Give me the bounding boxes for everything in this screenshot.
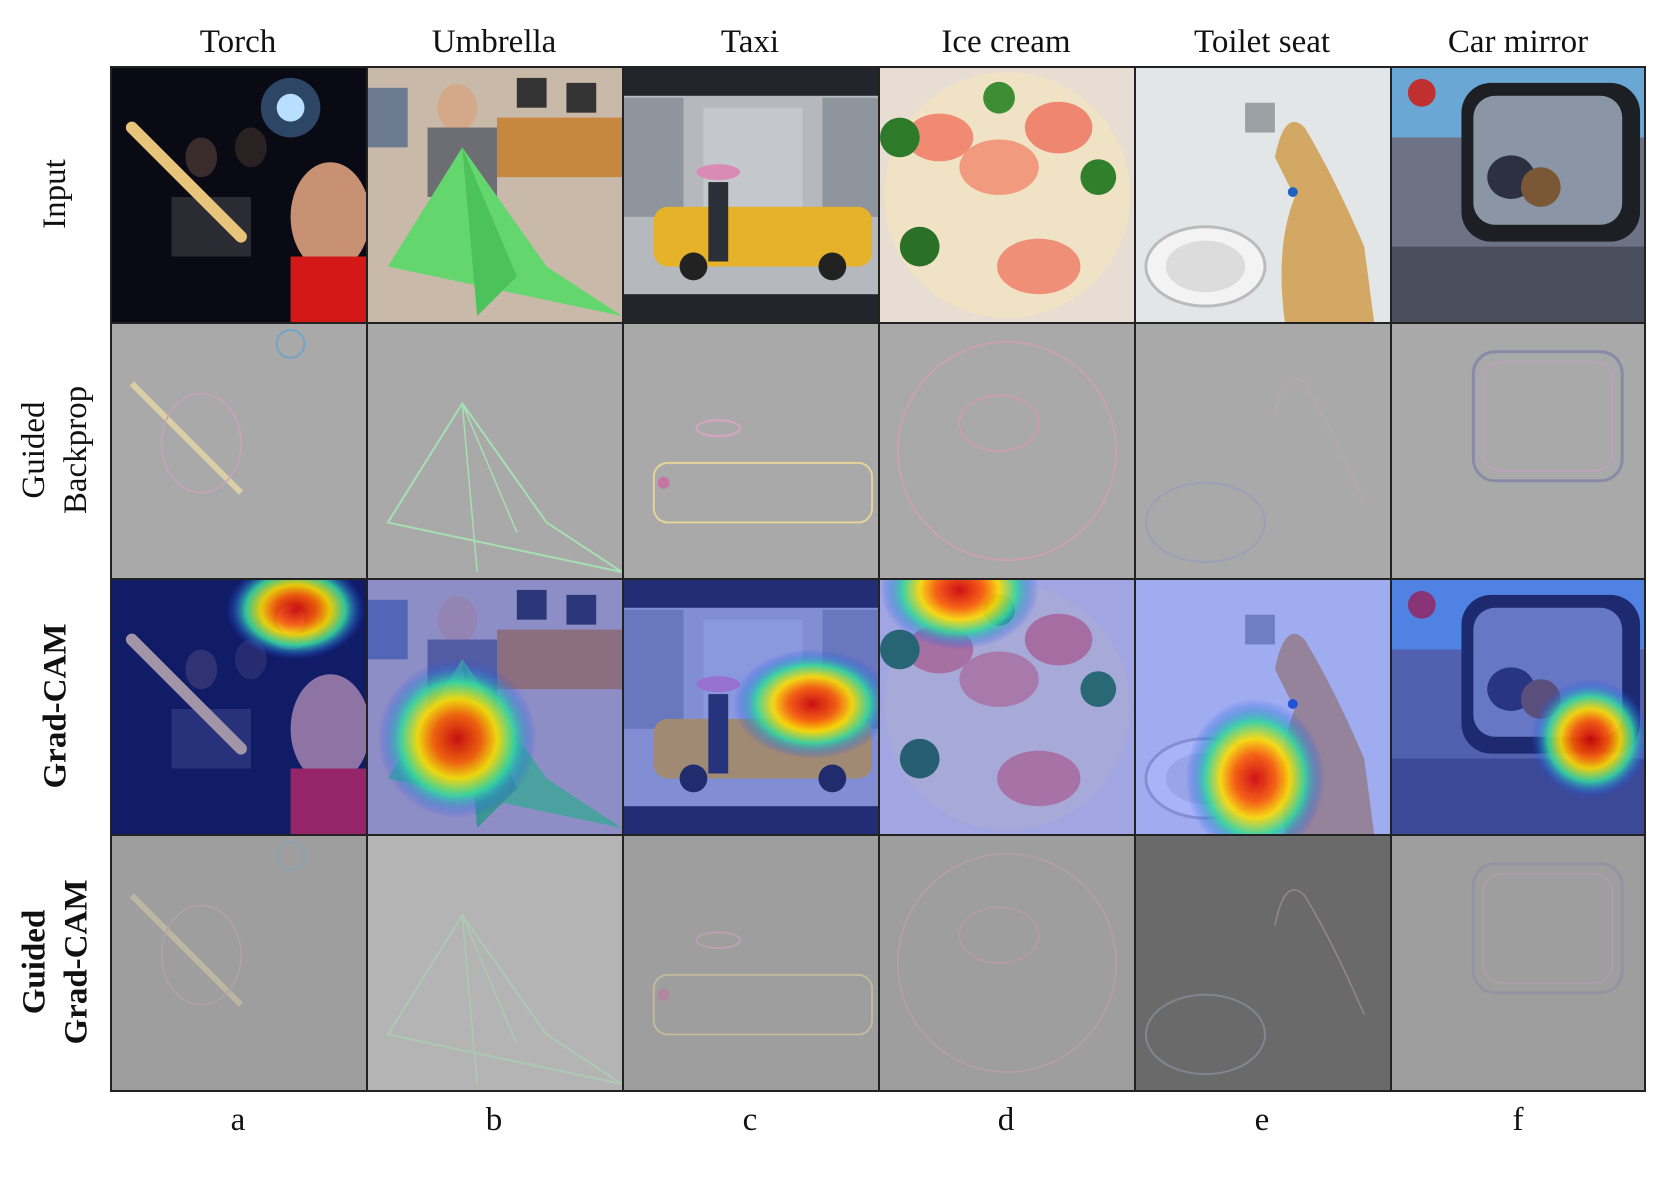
row-label-line: Input [36, 159, 73, 229]
column-letter-e: e [1254, 1102, 1270, 1138]
row-label-backprop: Guided Backprop [0, 322, 110, 578]
input-umbrella-image [368, 68, 622, 322]
row-label-input: Input [0, 66, 110, 322]
input-toilet-seat-image [1136, 68, 1390, 322]
column-header-car-mirror: Car mirror [1447, 24, 1589, 60]
row-label-line: Guided [16, 909, 52, 1015]
gradcam-torch-image [112, 580, 366, 834]
column-letter-b: b [485, 1102, 503, 1138]
backprop-ice-cream-image [880, 324, 1134, 578]
gradcam-car-mirror-image [1392, 580, 1644, 834]
backprop-toilet-seat-image [1136, 324, 1390, 578]
column-header-ice-cream: Ice cream [941, 24, 1071, 60]
row-label-line: Backprop [58, 385, 95, 515]
gradcam-umbrella-image [368, 580, 622, 834]
backprop-taxi-image [624, 324, 878, 578]
row-label-gradcam: Grad-CAM [0, 578, 110, 834]
column-letter-f: f [1512, 1102, 1524, 1138]
input-torch-image [112, 68, 366, 322]
guided-gradcam-torch-image [112, 836, 366, 1090]
backprop-umbrella-image [368, 324, 622, 578]
guided-gradcam-toilet-seat-image [1136, 836, 1390, 1090]
backprop-car-mirror-image [1392, 324, 1644, 578]
gradcam-ice-cream-image [880, 580, 1134, 834]
guided-gradcam-car-mirror-image [1392, 836, 1644, 1090]
guided-gradcam-taxi-image [624, 836, 878, 1090]
column-letter-d: d [997, 1102, 1015, 1138]
row-label-line: Grad-CAM [58, 879, 94, 1045]
image-grid [110, 66, 1646, 1092]
column-letter-c: c [742, 1102, 758, 1138]
input-ice-cream-image [880, 68, 1134, 322]
gradcam-toilet-seat-image [1136, 580, 1390, 834]
column-header-toilet-seat: Toilet seat [1193, 24, 1331, 60]
column-header-umbrella: Umbrella [431, 24, 557, 60]
backprop-torch-image [112, 324, 366, 578]
input-taxi-image [624, 68, 878, 322]
column-header-taxi: Taxi [720, 24, 780, 60]
guided-gradcam-umbrella-image [368, 836, 622, 1090]
row-label-line: Guided [16, 401, 53, 499]
column-header-torch: Torch [199, 24, 277, 60]
column-letter-a: a [230, 1102, 246, 1138]
gradcam-taxi-image [624, 580, 878, 834]
row-label-guided-gradcam: Guided Grad-CAM [0, 834, 110, 1090]
input-car-mirror-image [1392, 68, 1644, 322]
row-label-line: Grad-CAM [37, 623, 73, 789]
guided-gradcam-ice-cream-image [880, 836, 1134, 1090]
